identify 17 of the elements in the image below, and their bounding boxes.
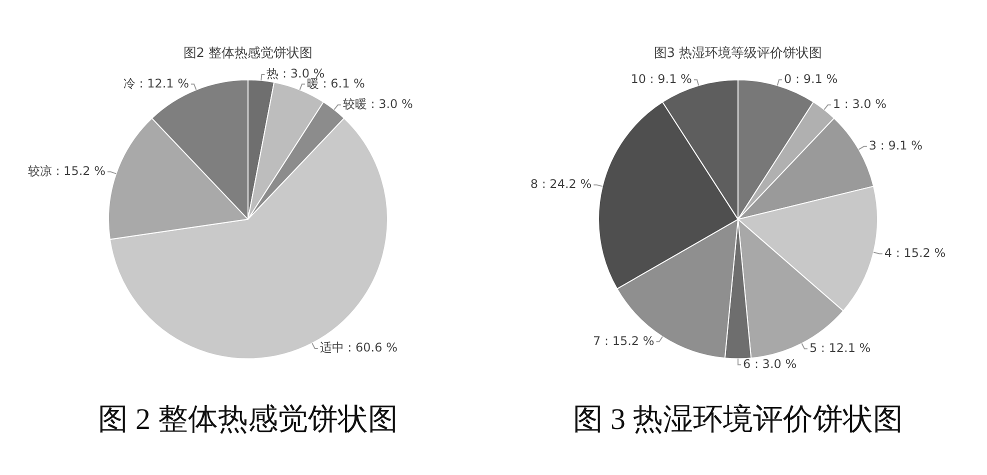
slice-label: 10 : 9.1 %	[630, 72, 692, 86]
caption: 图 3 热湿环境评价饼状图	[573, 402, 903, 438]
slice-label: 1 : 3.0 %	[832, 97, 887, 112]
slice-label: 3 : 9.1 %	[868, 138, 923, 153]
slice-label: 较凉 : 15.2 %	[28, 164, 106, 178]
slice-label: 适中 : 60.6 %	[320, 340, 398, 355]
slice-label: 8 : 24.2 %	[530, 177, 592, 192]
caption: 图 2 整体热感觉饼状图	[98, 402, 398, 438]
slice-label: 6 : 3.0 %	[743, 356, 797, 371]
slice-label: 5 : 12.1 %	[809, 340, 871, 355]
slice-label: 较暖 : 3.0 %	[342, 97, 413, 112]
chart-title: 图2 整体热感觉饼状图	[183, 46, 313, 62]
slice-label: 4 : 15.2 %	[884, 246, 946, 260]
chart-title: 图3 热湿环境等级评价饼状图	[654, 45, 822, 62]
slice-label: 冷 : 12.1 %	[123, 76, 190, 90]
slice-label: 0 : 9.1 %	[784, 72, 838, 86]
slice-label: 7 : 15.2 %	[593, 334, 654, 348]
